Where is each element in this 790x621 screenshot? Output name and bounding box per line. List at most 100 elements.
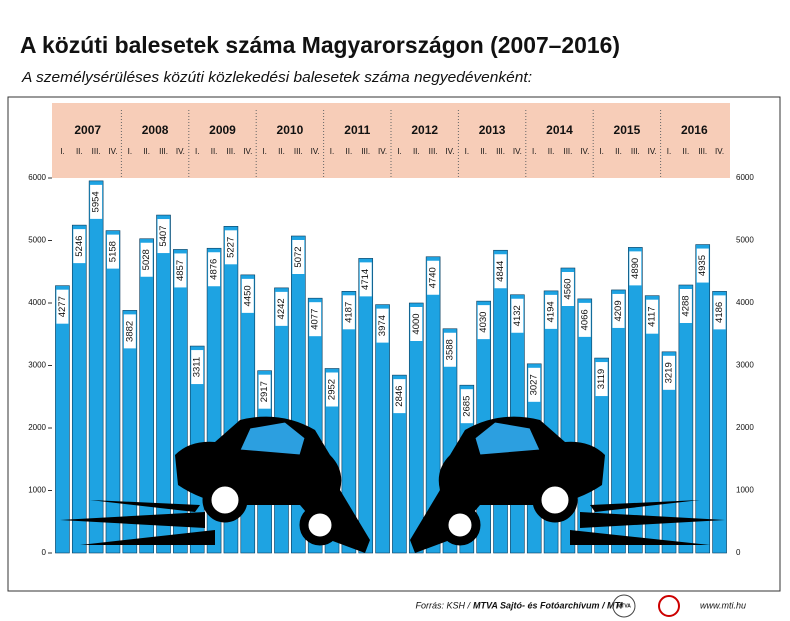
x-tick-label: II. [346,147,353,156]
value-label: 4187 [343,302,354,323]
x-tick-label: III. [92,147,101,156]
value-label-box [427,260,440,295]
value-label-box [342,295,355,330]
bar [695,244,711,554]
value-label-box [157,219,170,254]
value-label-box [90,184,103,219]
y-tick-label: 0 [42,548,47,557]
value-label-box [326,372,339,407]
x-tick-label: IV. [580,147,589,156]
value-label: 4209 [613,300,624,321]
y-tick-label: 1000 [28,486,46,495]
value-label-box [646,299,659,334]
y-tick-label: 4000 [28,298,46,307]
x-tick-label: I. [532,147,536,156]
value-label-box [629,251,642,286]
x-tick-label: III. [159,147,168,156]
value-label-box [528,367,541,402]
x-tick-label: IV. [715,147,724,156]
value-label: 4876 [209,259,220,280]
x-tick-label: III. [631,147,640,156]
x-tick-label: I. [667,147,671,156]
value-label-box [359,262,372,297]
x-tick-label: IV. [445,147,454,156]
value-label-box [679,289,692,323]
value-label-box [191,350,204,385]
year-label: 2008 [142,123,169,137]
value-label-box [663,355,676,390]
cars [60,416,725,553]
value-label-box [292,240,305,274]
x-tick-label: II. [413,147,420,156]
bar [139,238,154,554]
source: Forrás: KSH / [415,600,471,610]
y-tick-label-right: 3000 [736,361,754,370]
value-label: 5954 [91,191,102,212]
y-tick-label-right: 2000 [736,423,754,432]
value-label-box [494,254,507,289]
x-tick-label: III. [563,147,572,156]
value-label-box [241,278,254,313]
value-label: 2952 [327,379,338,400]
y-tick-label: 3000 [28,361,46,370]
value-label-box [208,252,221,287]
value-label: 4714 [360,269,371,290]
value-label: 4890 [630,258,641,279]
x-tick-label: II. [683,147,690,156]
value-label-box [410,307,423,341]
value-label: 3119 [596,369,607,389]
bar [644,295,660,554]
value-label-box [174,253,187,288]
value-label: 5407 [158,225,169,246]
value-label: 3974 [377,315,388,336]
x-tick-label: III. [698,147,707,156]
x-tick-label: III. [429,147,438,156]
value-label-box [612,293,625,328]
value-label-box [73,229,86,264]
value-label-box [393,379,406,414]
x-tick-label: III. [496,147,505,156]
value-label-box [275,291,288,326]
bar [408,302,424,554]
value-label-box [376,308,389,343]
value-label: 4935 [697,255,708,276]
y-tick-label-right: 5000 [736,236,754,245]
x-tick-label: I. [195,147,199,156]
value-label: 5158 [107,241,118,262]
value-label-box [224,230,237,265]
year-label: 2011 [344,123,370,137]
value-label: 4132 [512,305,523,326]
x-tick-label: II. [480,147,487,156]
bar [628,247,643,554]
value-label-box [578,302,591,337]
value-label-box [123,314,136,349]
value-label-box [258,374,271,409]
url: www.mti.hu [700,600,746,610]
value-label-box [56,289,69,324]
value-label: 4194 [546,301,557,322]
bar [55,285,70,554]
value-label: 3588 [444,339,455,360]
bar [493,249,508,554]
mti-logo [658,595,680,617]
value-label: 4117 [647,306,658,326]
y-tick-label: 6000 [28,173,46,182]
source-org: MTVA Sajtó- és Fotóarchívum / MTI [473,600,623,610]
y-tick-label: 5000 [28,236,46,245]
value-label: 4066 [579,309,590,330]
x-tick-label: IV. [311,147,320,156]
x-tick-label: II. [76,147,83,156]
value-label: 4000 [411,313,422,334]
value-label: 4844 [495,261,506,282]
value-label: 3882 [124,321,135,342]
value-label: 5028 [141,249,152,270]
value-label: 4242 [276,298,287,319]
value-label: 5227 [225,237,236,258]
y-tick-label-right: 4000 [736,298,754,307]
year-label: 2012 [411,123,438,137]
x-tick-label: IV. [243,147,252,156]
value-label-box [140,242,153,277]
bar [71,224,87,554]
year-label: 2010 [277,123,304,137]
bar [712,291,727,554]
